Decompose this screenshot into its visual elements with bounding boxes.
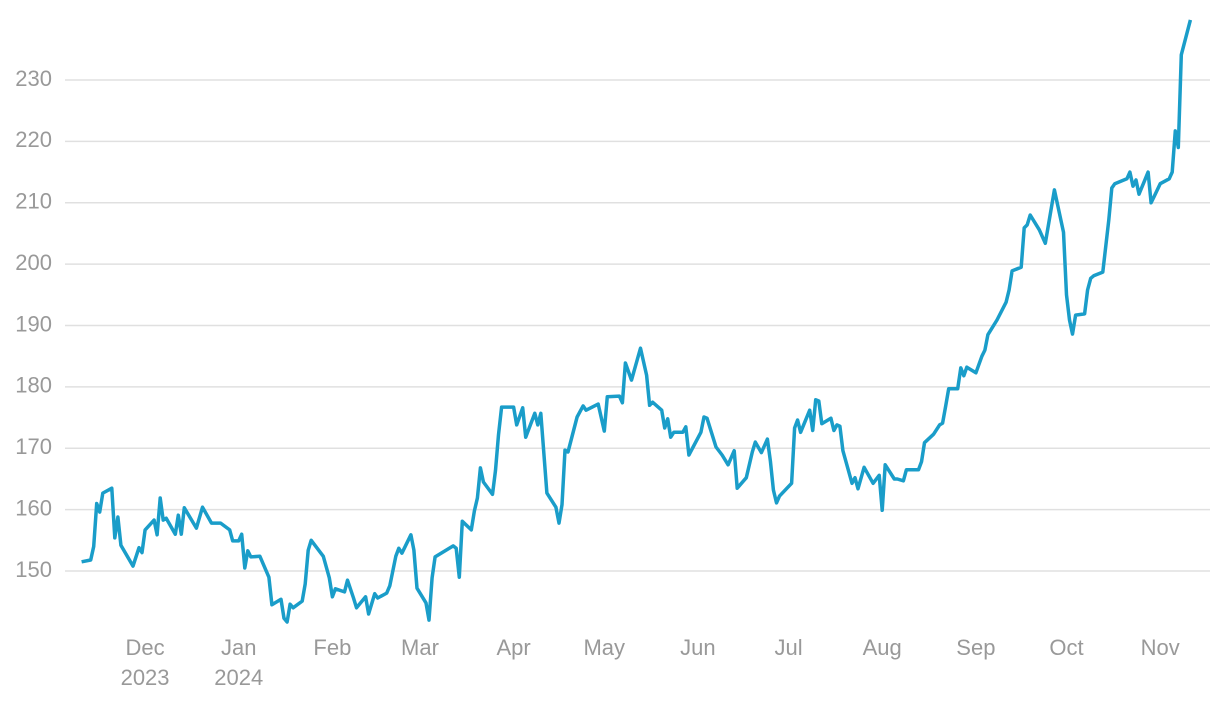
y-tick-label: 210: [15, 189, 52, 214]
y-tick-label: 150: [15, 557, 52, 582]
x-tick-label: Mar: [401, 635, 439, 660]
y-tick-label: 220: [15, 127, 52, 152]
x-tick-label: Aug: [863, 635, 902, 660]
y-tick-label: 200: [15, 250, 52, 275]
y-tick-label: 180: [15, 373, 52, 398]
x-year-label: 2024: [214, 665, 263, 690]
y-tick-label: 170: [15, 434, 52, 459]
x-tick-label: Jul: [774, 635, 802, 660]
x-tick-label: Apr: [497, 635, 531, 660]
y-tick-label: 160: [15, 495, 52, 520]
x-tick-label: Jun: [680, 635, 715, 660]
y-tick-label: 190: [15, 311, 52, 336]
x-tick-label: Feb: [313, 635, 351, 660]
y-tick-label: 230: [15, 66, 52, 91]
x-tick-label: Nov: [1141, 635, 1180, 660]
x-tick-label: Sep: [956, 635, 995, 660]
x-tick-label: Jan: [221, 635, 256, 660]
data-line: [81, 19, 1193, 624]
x-tick-label: Dec: [125, 635, 164, 660]
x-tick-label: May: [583, 635, 625, 660]
x-year-label: 2023: [121, 665, 170, 690]
x-tick-label: Oct: [1049, 635, 1083, 660]
